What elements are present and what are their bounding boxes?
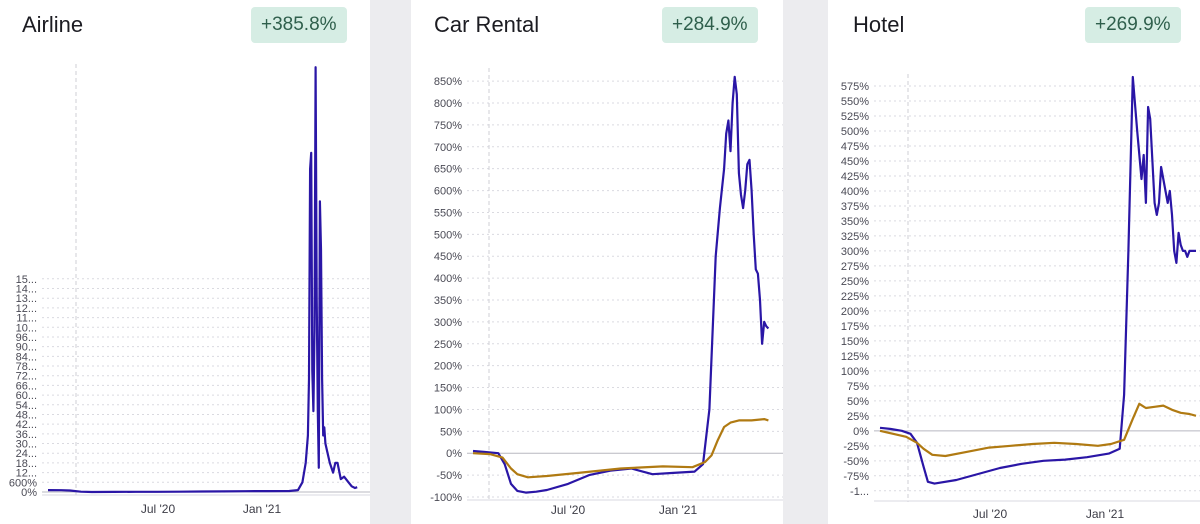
- line-chart-car-rental: -100% -50% 0% 50% 100% 150% 200% 250% 300% 350% 40…: [430, 68, 783, 517]
- y-tick-label: 14...: [16, 283, 37, 295]
- y-tick-label: 15...: [16, 274, 37, 286]
- y-tick-label: 72...: [16, 371, 37, 383]
- y-tick-label: 450%: [841, 156, 869, 168]
- y-tick-label: -50%: [436, 470, 462, 482]
- y-tick-label: 0%: [446, 448, 462, 460]
- y-tick-label: 42...: [16, 419, 37, 431]
- x-tick-label: Jan '21: [659, 503, 698, 517]
- y-tick-label: 500%: [841, 126, 869, 138]
- y-tick-label: 500%: [434, 229, 462, 241]
- x-tick-label: Jan '21: [1086, 507, 1125, 521]
- y-tick-label: 48...: [16, 409, 37, 421]
- x-tick-label: Jul '20: [973, 507, 1008, 521]
- y-tick-label: 400%: [434, 273, 462, 285]
- y-tick-label: 24...: [16, 448, 37, 460]
- y-tick-label: 300%: [434, 317, 462, 329]
- y-tick-label: 25%: [847, 411, 869, 423]
- y-tick-label: 12...: [16, 468, 37, 480]
- y-tick-label: 30...: [16, 439, 37, 451]
- y-tick-label: 0%: [21, 487, 37, 499]
- y-tick-label: 350%: [434, 295, 462, 307]
- chart-title: Car Rental: [434, 12, 540, 37]
- y-tick-label: 300%: [841, 246, 869, 258]
- y-tick-label: 75%: [847, 381, 869, 393]
- y-tick-label: -50%: [843, 456, 869, 468]
- y-tick-label: 475%: [841, 141, 869, 153]
- y-tick-label: 96...: [16, 332, 37, 344]
- y-tick-label: 18...: [16, 458, 37, 470]
- y-tick-label: 525%: [841, 111, 869, 123]
- y-tick-label: 850%: [434, 76, 462, 88]
- y-tick-label: 400%: [841, 186, 869, 198]
- y-tick-label: 60...: [16, 390, 37, 402]
- y-tick-label: 50%: [440, 426, 462, 438]
- y-tick-label: 250%: [434, 339, 462, 351]
- y-tick-label: 150%: [841, 336, 869, 348]
- y-tick-label: 800%: [434, 98, 462, 110]
- y-tick-label: 575%: [841, 81, 869, 93]
- chart-panel-airline: Airline +385.8% 0% 600% 12... 18... 24... 30.…: [0, 0, 370, 524]
- y-tick-label: 750%: [434, 120, 462, 132]
- x-tick-label: Jan '21: [243, 502, 282, 516]
- y-tick-label: 650%: [434, 164, 462, 176]
- series-line-primary: [472, 75, 770, 494]
- x-tick-label: Jul '20: [551, 503, 586, 517]
- y-tick-label: 150%: [434, 383, 462, 395]
- y-tick-label: 12...: [16, 303, 37, 315]
- y-tick-label: 66...: [16, 380, 37, 392]
- series-line-secondary: [472, 418, 769, 479]
- chart-panel-car-rental: Car Rental +284.9% -100% -50% 0% 50% 100% 150…: [411, 0, 783, 524]
- y-tick-label: 550%: [434, 207, 462, 219]
- change-badge: +269.9%: [1085, 7, 1181, 43]
- y-tick-label: 13...: [16, 293, 37, 305]
- y-tick-label: -1...: [850, 486, 869, 498]
- chart-title: Airline: [22, 12, 84, 37]
- chart-panel-hotel: Hotel +269.9% -1... -75% -50% -25% 0% 25% 50% 7…: [828, 0, 1200, 524]
- y-tick-label: 0%: [853, 426, 869, 438]
- y-tick-label: 200%: [841, 306, 869, 318]
- y-tick-label: 350%: [841, 216, 869, 228]
- y-tick-label: 54...: [16, 400, 37, 412]
- y-tick-label: 50%: [847, 396, 869, 408]
- y-tick-label: 84...: [16, 351, 37, 363]
- y-tick-label: -25%: [843, 441, 869, 453]
- y-tick-label: 36...: [16, 429, 37, 441]
- y-tick-label: 250%: [841, 276, 869, 288]
- y-tick-label: -75%: [843, 471, 869, 483]
- y-tick-label: 125%: [841, 351, 869, 363]
- y-tick-label: 225%: [841, 291, 869, 303]
- y-tick-label: 550%: [841, 96, 869, 108]
- y-tick-label: 375%: [841, 201, 869, 213]
- y-tick-label: -100%: [430, 492, 462, 504]
- x-tick-label: Jul '20: [141, 502, 176, 516]
- series-line-primary: [47, 66, 358, 494]
- y-tick-label: 175%: [841, 321, 869, 333]
- y-tick-label: 10...: [16, 322, 37, 334]
- series-line-primary: [879, 75, 1196, 485]
- y-tick-label: 100%: [841, 366, 869, 378]
- series-line-secondary: [879, 402, 1197, 458]
- change-badge: +385.8%: [251, 7, 347, 43]
- chart-title: Hotel: [853, 12, 905, 37]
- line-chart-hotel: -1... -75% -50% -25% 0% 25% 50% 75% 100% 125% 150%…: [841, 74, 1200, 521]
- y-tick-label: 325%: [841, 231, 869, 243]
- y-tick-label: 450%: [434, 251, 462, 263]
- y-tick-label: 11...: [16, 313, 37, 325]
- line-chart-airline: 0%600%12...18...24...30...36...42...48..…: [9, 64, 370, 516]
- y-tick-label: 100%: [434, 404, 462, 416]
- y-tick-label: 78...: [16, 361, 37, 373]
- y-tick-label: 200%: [434, 361, 462, 373]
- y-tick-label: 600%: [9, 477, 37, 489]
- y-tick-label: 275%: [841, 261, 869, 273]
- y-tick-label: 700%: [434, 142, 462, 154]
- change-badge: +284.9%: [662, 7, 758, 43]
- y-tick-label: 90...: [16, 342, 37, 354]
- y-tick-label: 425%: [841, 171, 869, 183]
- y-tick-label: 600%: [434, 186, 462, 198]
